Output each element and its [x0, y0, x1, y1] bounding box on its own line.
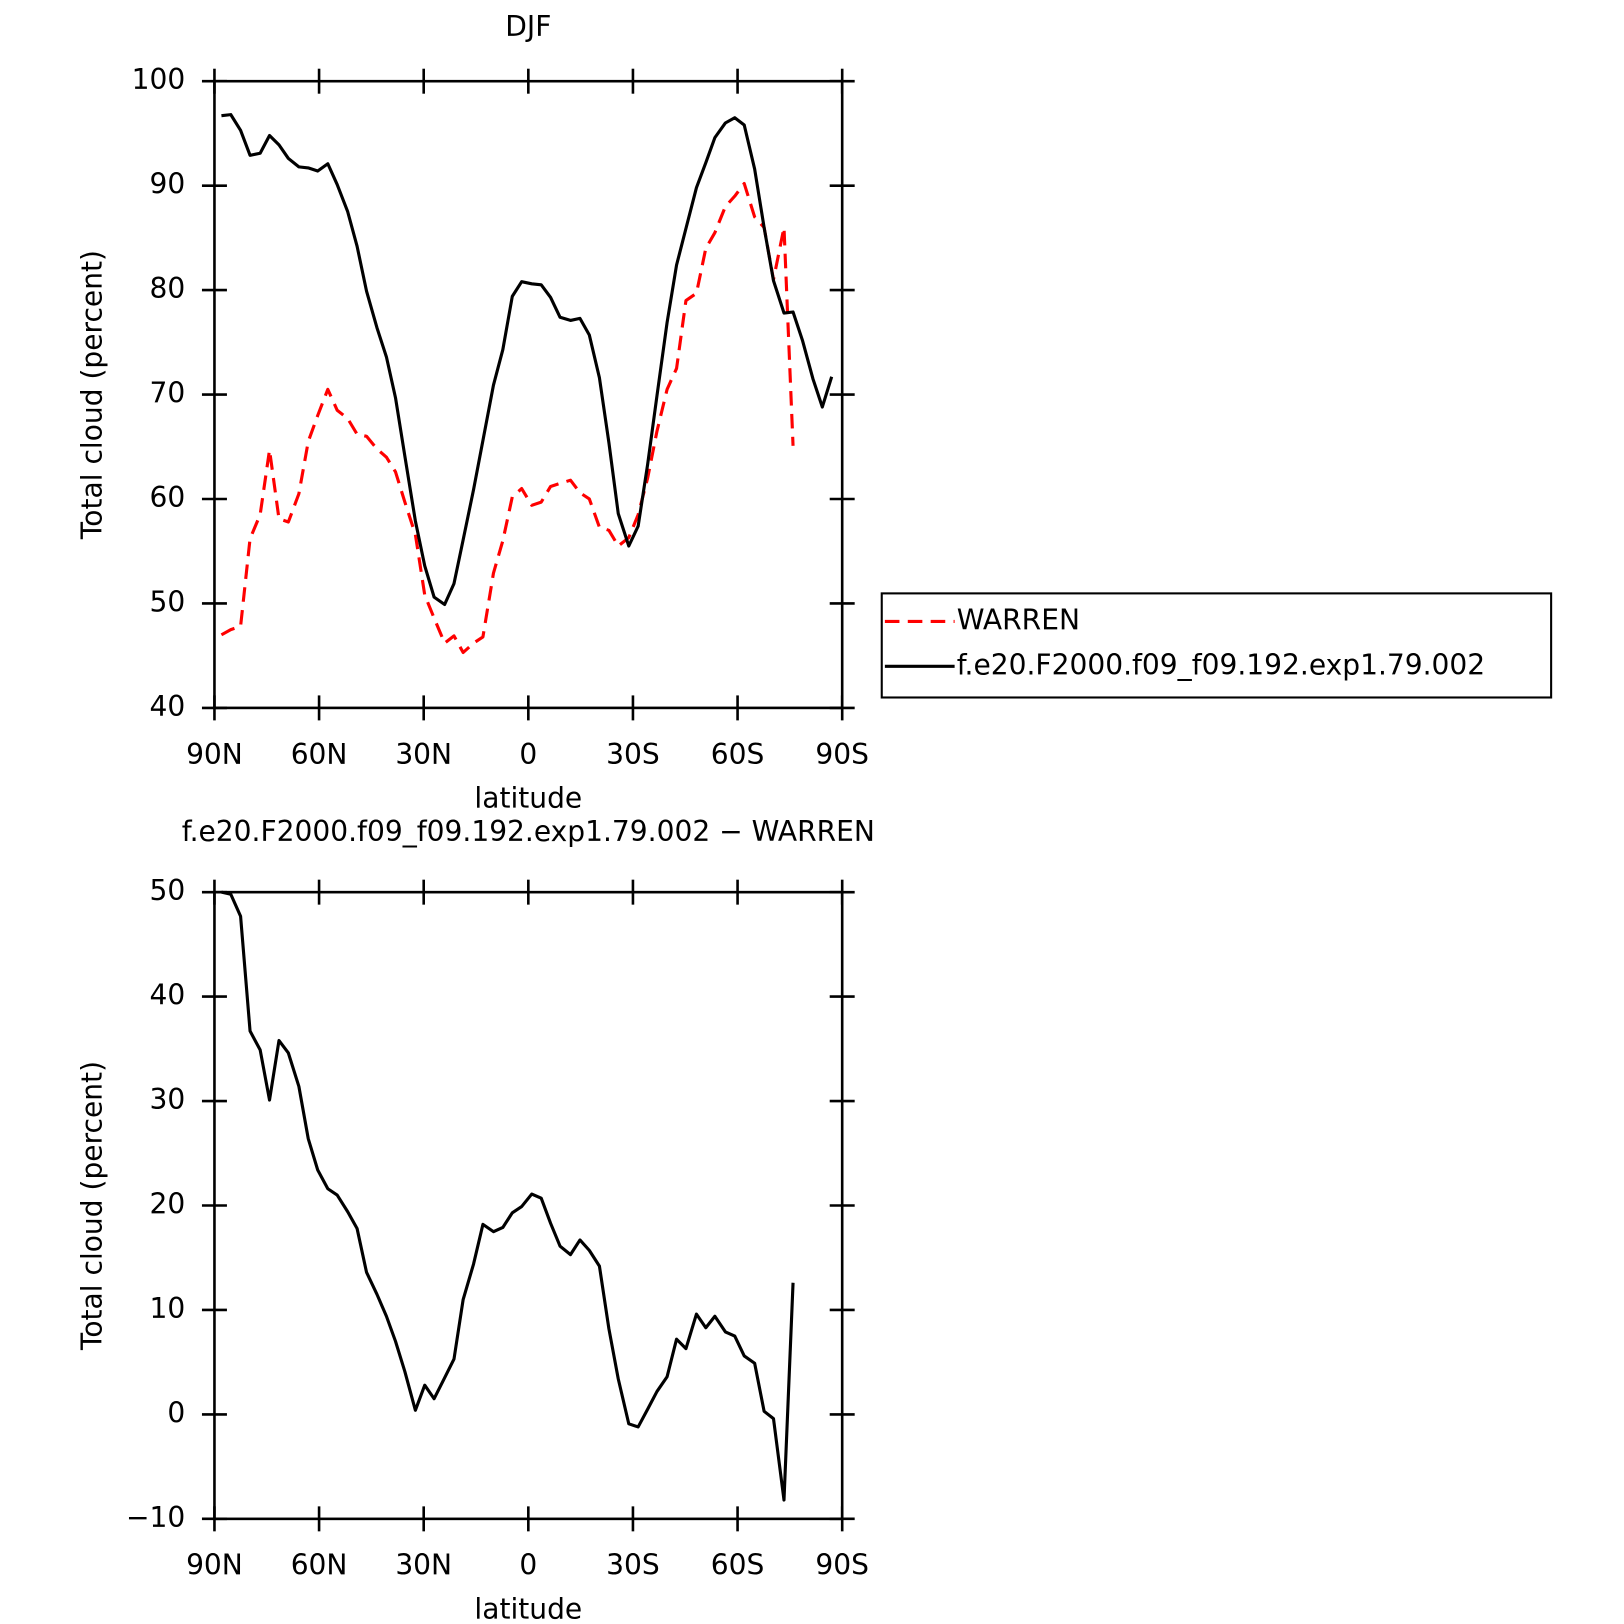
y-axis-label: Total cloud (percent)	[76, 250, 109, 540]
y-tick-label: 40	[150, 690, 186, 723]
x-tick-label: 90N	[186, 1549, 243, 1582]
x-tick-label: 60N	[291, 738, 348, 771]
plot-frame	[213, 890, 844, 1521]
y-tick-label: 50	[150, 585, 186, 618]
y-tick-label: 50	[150, 874, 186, 907]
chart-title: f.e20.F2000.f09_f09.192.exp1.79.002 − WA…	[182, 815, 875, 848]
x-axis-label: latitude	[474, 1592, 582, 1624]
y-tick-label: 40	[150, 979, 186, 1012]
data-line	[221, 113, 834, 607]
x-axis-label: latitude	[474, 782, 582, 815]
y-tick-label: 100	[132, 63, 186, 96]
y-tick-label: 20	[150, 1188, 186, 1221]
legend-label: WARREN	[957, 603, 1080, 636]
y-tick-label: 70	[150, 377, 186, 410]
x-tick-label: 30S	[606, 1549, 660, 1582]
x-tick-label: 0	[519, 738, 537, 771]
y-tick-label: −10	[126, 1501, 185, 1534]
x-tick-label: 90S	[815, 738, 869, 771]
y-tick-label: 30	[150, 1083, 186, 1116]
x-tick-label: 30S	[606, 738, 660, 771]
x-tick-label: 30N	[395, 738, 452, 771]
chart-title: DJF	[505, 10, 551, 43]
plot-frame	[213, 79, 844, 710]
legend-box	[880, 592, 1553, 699]
x-tick-label: 30N	[395, 1549, 452, 1582]
y-tick-label: 60	[150, 481, 186, 514]
y-tick-label: 80	[150, 272, 186, 305]
x-tick-label: 60S	[711, 738, 765, 771]
y-tick-label: 10	[150, 1292, 186, 1325]
x-tick-label: 60S	[711, 1549, 765, 1582]
x-tick-label: 60N	[291, 1549, 348, 1582]
y-tick-label: 90	[150, 168, 186, 201]
y-tick-label: 0	[167, 1396, 185, 1429]
x-tick-label: 90S	[815, 1549, 869, 1582]
x-tick-label: 0	[519, 1549, 537, 1582]
data-line	[221, 890, 795, 1502]
data-line	[220, 181, 795, 655]
legend-label: f.e20.F2000.f09_f09.192.exp1.79.002	[957, 648, 1486, 681]
y-axis-label: Total cloud (percent)	[76, 1061, 109, 1351]
x-tick-label: 90N	[186, 738, 243, 771]
